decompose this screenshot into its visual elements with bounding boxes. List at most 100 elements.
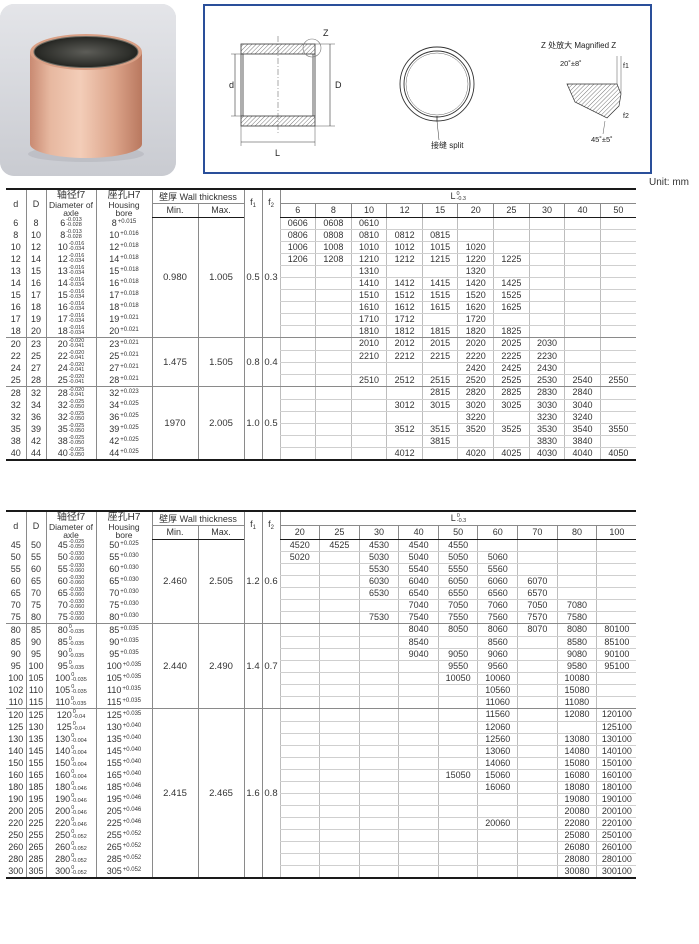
cell-part-number: 9050 <box>437 648 478 661</box>
cell-part-number <box>319 769 360 782</box>
cell-part-number: 5020 <box>279 551 320 564</box>
shaft-tolerance: -0.025 -0.050 <box>69 539 85 550</box>
tol-lower: -0.3 <box>456 517 467 524</box>
bore-value: 32 <box>109 388 120 398</box>
cell-part-number: 1012 <box>386 241 423 254</box>
shaft-tolerance: -0.016 -0.034 <box>69 241 85 252</box>
cell-part-number <box>596 539 637 552</box>
cell-part-number <box>599 362 636 375</box>
header-L-col: 10 <box>350 203 387 218</box>
cell-D: 36 <box>25 411 46 423</box>
cell-part-number: 160100 <box>596 769 637 782</box>
header-L-col: 20 <box>457 203 494 218</box>
bore-tolerance: +0.023 <box>120 389 139 395</box>
cell-part-number: 5540 <box>398 563 439 576</box>
cell-bore: 18+0.018 <box>95 301 152 313</box>
shaft-value: 40 <box>57 447 68 458</box>
cell-part-number: 2220 <box>457 350 494 363</box>
cell-part-number: 2212 <box>386 350 423 363</box>
shaft-tolerance: -0.013 -0.028 <box>66 217 82 228</box>
cell-part-number: 0812 <box>386 229 423 242</box>
cell-part-number: 1825 <box>493 325 530 338</box>
tol-lower: -0.050 <box>68 404 85 411</box>
cell-part-number <box>279 721 320 734</box>
table-row: 110 115 110 0 -0.035 115+0.035 11060 11080 <box>6 696 637 709</box>
cell-part-number <box>279 301 316 314</box>
cell-part-number: 3515 <box>421 423 458 436</box>
bore-tolerance: +0.052 <box>122 855 142 861</box>
bore-tolerance: +0.030 <box>120 613 139 619</box>
cell-part-number <box>528 265 565 278</box>
cell-D: 55 <box>25 551 46 563</box>
cell-bore: 65+0.030 <box>95 575 152 587</box>
cell-part-number: 1410 <box>350 277 387 290</box>
cell-f2: 0.3 <box>261 217 280 338</box>
cell-part-number: 19080 <box>556 793 597 806</box>
cell-part-number <box>599 313 636 326</box>
cell-part-number <box>528 313 565 326</box>
cell-part-number: 10060 <box>477 672 518 685</box>
bore-tolerance: +0.025 <box>120 413 139 419</box>
drawing-angle-bottom: 45˚±5˚ <box>591 135 613 144</box>
cell-part-number <box>319 829 360 842</box>
header-bore-cn: 座孔H7 <box>107 190 141 201</box>
shaft-value: 50 <box>57 551 68 562</box>
table-row: 40 44 40 -0.025 -0.050 44+0.025 4012 4020 4025 40… <box>6 447 636 461</box>
tol-lower: -0.035 <box>71 677 87 684</box>
shaft-tolerance: -0.030 -0.060 <box>69 611 85 622</box>
cell-part-number: 4020 <box>457 447 494 461</box>
bore-tolerance: +0.025 <box>120 449 139 455</box>
cell-D: 165 <box>25 769 46 781</box>
cell-part-number <box>528 253 565 266</box>
shaft-tolerance: -0.016 -0.034 <box>69 277 85 288</box>
tol-upper: -0.025 <box>68 435 85 442</box>
table-row: 160 165 160 0 -0.004 165+0.040 15050 15060 16080… <box>6 769 637 782</box>
tol-lower: -0.035 <box>70 701 87 708</box>
bore-value: 60 <box>109 564 120 574</box>
cell-part-number <box>517 769 558 782</box>
cell-part-number <box>319 623 360 637</box>
cell-D: 90 <box>25 636 46 648</box>
cell-d: 12 <box>10 253 21 264</box>
cell-part-number: 280100 <box>596 853 637 866</box>
cell-part-number <box>437 696 478 709</box>
tol-upper: 0 <box>72 709 76 716</box>
cell-part-number: 3230 <box>528 411 565 424</box>
cell-bore: 12+0.018 <box>95 241 152 253</box>
cell-part-number: 7570 <box>517 611 558 624</box>
table-row: 12 14 12 -0.016 -0.034 14+0.018 1206 1208 1210 12… <box>6 253 636 266</box>
cell-part-number: 5550 <box>437 563 478 576</box>
tol-upper: -0.025 <box>68 447 85 454</box>
cell-shaft: 38 -0.025 -0.050 <box>45 435 96 447</box>
shaft-value: 20 <box>57 338 68 349</box>
cell-D: 225 <box>25 817 46 829</box>
table-row: 130 135 130 0 -0.004 135+0.040 12560 13080 13010… <box>6 733 637 746</box>
bore-value: 135 <box>106 734 122 744</box>
cell-part-number: 14080 <box>556 745 597 758</box>
tol-upper: 0 <box>70 696 74 703</box>
cell-bore: 165+0.040 <box>95 769 152 781</box>
cell-part-number <box>564 277 601 290</box>
shaft-tolerance: -0.030 -0.060 <box>69 587 85 598</box>
shaft-value: 16 <box>57 301 68 312</box>
cell-D: 32 <box>25 386 46 399</box>
cell-part-number: 8050 <box>437 623 478 637</box>
shaft-tolerance: 0 -0.052 <box>71 853 87 864</box>
cell-part-number <box>350 362 387 375</box>
cell-part-number <box>350 435 387 448</box>
cell-part-number: 250100 <box>596 829 637 842</box>
bore-tolerance: +0.021 <box>120 315 139 321</box>
cell-part-number <box>279 435 316 448</box>
table-row: 8 10 8 -0.013 -0.028 10+0.016 0806 0808 0810 0812… <box>6 229 636 242</box>
shaft-value: 17 <box>57 313 68 324</box>
cell-part-number <box>477 539 518 552</box>
cell-D: 75 <box>25 599 46 611</box>
cell-shaft: 100 0 -0.035 <box>45 672 96 684</box>
cell-part-number <box>599 411 636 424</box>
drawing-angle-top: 20˚±8˚ <box>560 59 582 68</box>
cell-part-number: 1712 <box>386 313 423 326</box>
shaft-value: 60 <box>57 575 68 586</box>
cell-part-number <box>517 563 558 576</box>
cell-part-number <box>315 374 352 387</box>
cell-wall-min: 2.460 <box>151 539 198 624</box>
